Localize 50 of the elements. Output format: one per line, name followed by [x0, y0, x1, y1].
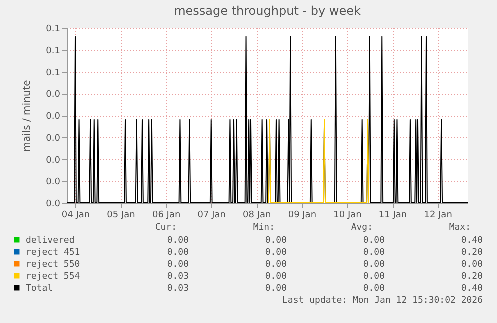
text: 0.00 — [167, 248, 189, 258]
text: 0.00 — [363, 272, 385, 282]
text: 0.00 — [167, 236, 189, 246]
y-tick-label: 0.1 — [46, 24, 60, 34]
x-tick-label: 05 Jan — [107, 210, 136, 220]
text: 0.00 — [363, 248, 385, 258]
legend-label: reject 451 — [26, 248, 80, 258]
y-tick-label: 0.0 — [46, 200, 61, 210]
text: 0.00 — [167, 260, 189, 270]
text: 0.03 — [167, 284, 189, 294]
y-tick-label: 0.0 — [46, 156, 61, 166]
legend-label: reject 554 — [26, 272, 80, 282]
text: 0.00 — [265, 284, 287, 294]
chart-title: message throughput - by week — [174, 4, 361, 18]
x-tick-label: 08 Jan — [243, 210, 272, 220]
x-tick-label: 11 Jan — [378, 210, 408, 220]
y-tick-label: 0.1 — [46, 46, 60, 56]
y-axis-title: mails / minute — [22, 80, 34, 152]
text: 0.00 — [265, 236, 287, 246]
x-tick-label: 12 Jan — [424, 210, 452, 220]
x-tick-label: 07 Jan — [198, 210, 226, 220]
y-tick-label: 0.0 — [46, 112, 61, 122]
text: 0.00 — [265, 272, 287, 282]
text: Min: — [253, 223, 275, 233]
y-tick-label: 0.0 — [46, 134, 61, 144]
text: 0.20 — [461, 248, 483, 258]
text: 0.00 — [265, 260, 287, 270]
text: Cur: — [155, 223, 177, 233]
y-tick-label: 0.1 — [46, 68, 60, 78]
legend-label: reject 550 — [26, 260, 80, 270]
text: Last update: Mon Jan 12 15:30:02 2026 — [282, 296, 483, 306]
text: Max: — [449, 223, 471, 233]
y-tick-label: 0.0 — [46, 90, 61, 100]
text: 0.00 — [363, 284, 385, 294]
text: 0.00 — [363, 260, 385, 270]
x-tick-label: 06 Jan — [152, 210, 181, 220]
text: 0.00 — [461, 260, 483, 270]
text: Avg: — [351, 223, 373, 233]
text: 0.20 — [461, 272, 483, 282]
y-tick-label: 0.0 — [46, 178, 61, 188]
text: 0.40 — [461, 284, 483, 294]
text: 0.00 — [363, 236, 385, 246]
x-tick-label: 04 Jan — [62, 210, 90, 220]
x-tick-label: 09 Jan — [288, 210, 317, 220]
text: 0.40 — [461, 236, 483, 246]
legend-label: Total — [26, 284, 54, 294]
text: 0.03 — [167, 272, 189, 282]
text: 0.00 — [265, 248, 287, 258]
x-tick-label: 10 Jan — [334, 210, 362, 220]
legend-label: delivered — [26, 236, 75, 246]
